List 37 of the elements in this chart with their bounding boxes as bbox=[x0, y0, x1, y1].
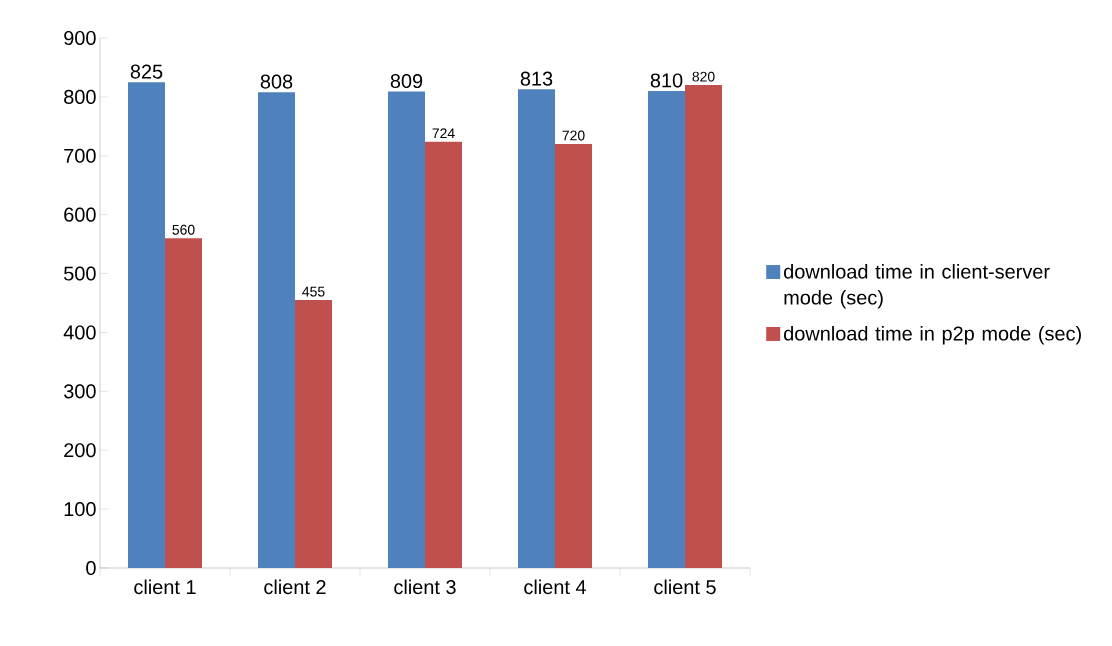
data-label: 808 bbox=[260, 74, 293, 89]
x-tick-label: client 1 bbox=[134, 579, 196, 595]
y-tick-label: 600 bbox=[64, 207, 96, 222]
y-tick-label: 800 bbox=[64, 89, 96, 104]
bar bbox=[165, 238, 202, 568]
y-tick-label: 400 bbox=[63, 325, 96, 340]
bar bbox=[128, 82, 165, 568]
y-tick-label: 300 bbox=[64, 384, 96, 399]
bar bbox=[685, 85, 723, 568]
y-tick-label: 100 bbox=[64, 502, 96, 517]
data-label: 724 bbox=[432, 128, 455, 139]
bar bbox=[648, 91, 685, 568]
data-label: 809 bbox=[390, 73, 423, 89]
x-tick-label: client 4 bbox=[524, 579, 586, 595]
legend-label: download time in client-server mode (sec) bbox=[784, 264, 1050, 309]
data-label: 455 bbox=[302, 286, 325, 297]
y-tick-label: 0 bbox=[86, 560, 96, 576]
y-tick-label: 700 bbox=[64, 148, 96, 163]
bar bbox=[258, 92, 295, 568]
x-tick-label: client 2 bbox=[264, 579, 326, 595]
y-tick-label: 500 bbox=[64, 266, 96, 281]
data-label: 813 bbox=[520, 71, 553, 86]
data-label: 810 bbox=[650, 73, 683, 88]
y-tick-label: 200 bbox=[64, 443, 96, 458]
data-label: 820 bbox=[692, 71, 715, 82]
y-tick-label: 900 bbox=[64, 30, 96, 46]
bar bbox=[555, 144, 592, 568]
bar bbox=[388, 91, 425, 568]
bar bbox=[425, 141, 462, 568]
bar bbox=[518, 89, 555, 568]
data-label: 825 bbox=[130, 64, 163, 79]
legend-label: download time in p2p mode (sec) bbox=[784, 326, 1081, 345]
data-label: 560 bbox=[172, 224, 195, 235]
x-tick-label: client 5 bbox=[654, 579, 716, 595]
data-label: 720 bbox=[562, 130, 585, 141]
bar bbox=[295, 300, 332, 568]
x-tick-label: client 3 bbox=[394, 579, 456, 595]
